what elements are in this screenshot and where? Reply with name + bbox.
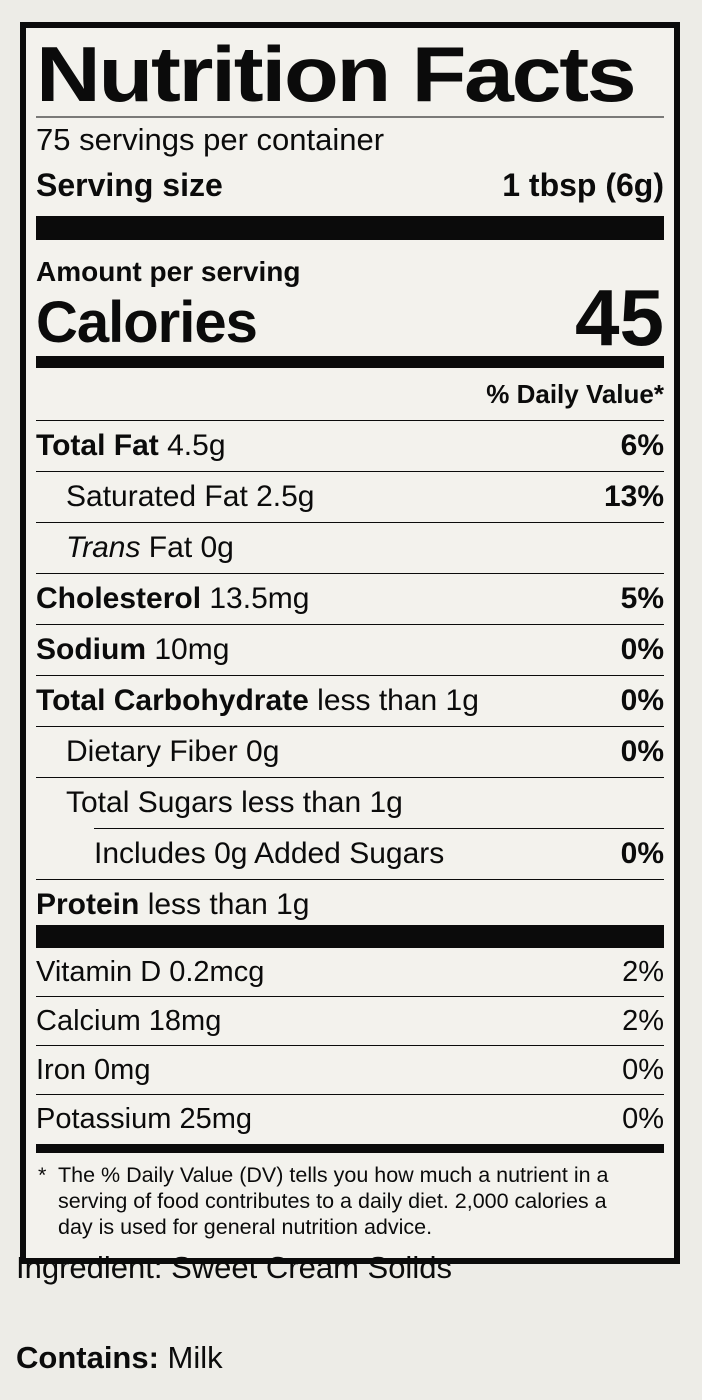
nutrient-daily-value: 0% <box>620 684 664 718</box>
nutrient-row: Vitamin D 0.2mcg 2% <box>36 948 664 998</box>
ingredient-label: Ingredient: <box>16 1250 163 1285</box>
nutrient-row: Total Sugars less than 1g <box>36 778 664 830</box>
amount-per-serving: Amount per serving <box>36 256 301 288</box>
medium-separator-bar <box>36 356 664 369</box>
label-title: Nutrition Facts <box>36 30 637 118</box>
nutrient-name: Trans Fat 0g <box>66 531 234 565</box>
contains-line: Contains: Milk <box>16 1338 223 1378</box>
nutrient-name: Total Carbohydrate less than 1g <box>36 684 479 718</box>
ingredient-value: Sweet Cream Solids <box>162 1250 452 1285</box>
vitamin-rows-section: Vitamin D 0.2mcg 2% Calcium 18mg 2% Iron… <box>36 948 664 1144</box>
nutrient-daily-value: 0% <box>622 1103 664 1136</box>
nutrient-row: Saturated Fat 2.5g 13% <box>36 472 664 524</box>
nutrient-rows-section: Total Fat 4.5g 6% Saturated Fat 2.5g 13%… <box>36 421 664 925</box>
nutrient-row: Calcium 18mg 2% <box>36 997 664 1047</box>
nutrient-daily-value: 0% <box>620 633 664 667</box>
nutrient-daily-value: 2% <box>622 956 664 989</box>
nutrient-daily-value: 0% <box>620 837 664 871</box>
nutrient-name: Calcium 18mg <box>36 1005 222 1038</box>
daily-value-footnote: * The % Daily Value (DV) tells you how m… <box>36 1153 664 1250</box>
thick-separator-bar <box>36 216 664 241</box>
ingredient-line: Ingredient: Sweet Cream Solids <box>16 1248 452 1288</box>
calories-label: Calories <box>36 290 258 356</box>
nutrient-name: Saturated Fat 2.5g <box>66 480 315 514</box>
serving-size-row: Serving size 1 tbsp (6g) <box>36 162 664 208</box>
nutrient-daily-value: 2% <box>622 1005 664 1038</box>
title-rule <box>36 116 664 119</box>
serving-size-label: Serving size <box>36 167 223 204</box>
thin-separator-bar <box>36 1144 664 1154</box>
footnote-text: The % Daily Value (DV) tells you how muc… <box>58 1163 609 1240</box>
nutrient-row: Potassium 25mg 0% <box>36 1095 664 1144</box>
daily-value-header: % Daily Value* <box>36 368 664 422</box>
calories-row: Calories 45 <box>36 272 664 362</box>
nutrient-daily-value: 5% <box>620 582 664 616</box>
calories-value: 45 <box>575 272 664 362</box>
nutrient-name: Vitamin D 0.2mcg <box>36 956 265 989</box>
nutrient-row: Includes 0g Added Sugars 0% <box>36 829 664 881</box>
nutrient-daily-value: 13% <box>603 480 664 514</box>
nutrient-daily-value: 0% <box>622 1054 664 1087</box>
nutrient-name: Total Sugars less than 1g <box>66 786 403 820</box>
nutrient-row: Total Fat 4.5g 6% <box>36 421 664 473</box>
nutrient-name: Iron 0mg <box>36 1054 151 1087</box>
contains-label: Contains: <box>16 1340 159 1375</box>
nutrient-row: Protein less than 1g <box>36 880 664 925</box>
serving-size-value: 1 tbsp (6g) <box>502 167 664 204</box>
nutrient-name: Dietary Fiber 0g <box>66 735 280 769</box>
nutrient-row: Cholesterol 13.5mg 5% <box>36 574 664 626</box>
nutrient-name: Potassium 25mg <box>36 1103 252 1136</box>
nutrient-name: Sodium 10mg <box>36 633 230 667</box>
nutrient-row: Iron 0mg 0% <box>36 1046 664 1096</box>
servings-per-container: 75 servings per container <box>36 122 385 158</box>
nutrient-row: Dietary Fiber 0g 0% <box>36 727 664 779</box>
nutrient-row: Trans Fat 0g <box>36 523 664 575</box>
nutrient-row: Sodium 10mg 0% <box>36 625 664 677</box>
contains-value: Milk <box>158 1340 223 1375</box>
nutrition-facts-label: Nutrition Facts 75 servings per containe… <box>20 22 680 1265</box>
nutrient-name: Protein less than 1g <box>36 888 310 922</box>
nutrient-row: Total Carbohydrate less than 1g 0% <box>36 676 664 728</box>
nutrient-daily-value: 6% <box>620 429 664 463</box>
thick-separator-bar <box>36 925 664 949</box>
nutrient-name: Total Fat 4.5g <box>36 429 226 463</box>
nutrient-name: Cholesterol 13.5mg <box>36 582 310 616</box>
nutrient-name: Includes 0g Added Sugars <box>94 837 445 871</box>
nutrient-daily-value: 0% <box>620 735 664 769</box>
footnote-asterisk: * <box>38 1163 47 1188</box>
